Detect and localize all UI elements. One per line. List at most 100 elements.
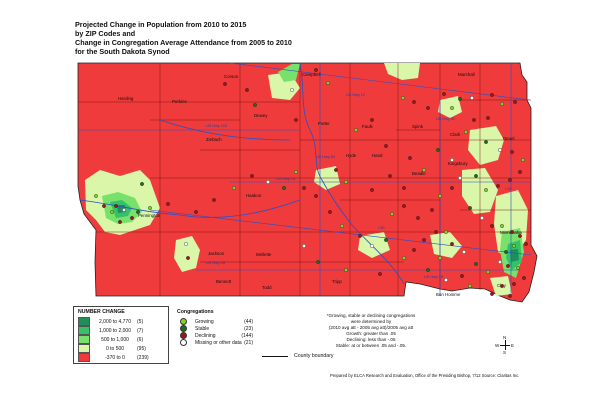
- congregation-marker: [510, 150, 514, 154]
- compass-n: N: [503, 335, 507, 340]
- congregation-marker: [512, 282, 516, 286]
- compass-w: W: [495, 343, 500, 348]
- pop-to: 0: [122, 354, 125, 361]
- highway-label: US Hwy 12: [346, 93, 365, 97]
- congregation-marker: [344, 180, 348, 184]
- congregation-marker: [194, 210, 198, 214]
- congregation-marker: [328, 210, 332, 214]
- county-boundaries: [78, 63, 531, 296]
- congregation-marker: [378, 272, 382, 276]
- methodology-notes: *Growing, stable or declining congregati…: [306, 313, 436, 349]
- congregation-marker: [186, 256, 190, 260]
- rivers: [79, 62, 405, 285]
- congregation-marker: [516, 266, 520, 270]
- pop-swatch-1: [78, 326, 90, 335]
- title-line-3: Change in Congregation Average Attendanc…: [75, 38, 292, 47]
- congregation-marker: [498, 148, 502, 152]
- congregation-marker: [384, 238, 388, 242]
- congregations-legend-heading: Congregations: [177, 309, 214, 315]
- congregation-marker: [282, 186, 286, 190]
- congregation-marker: [136, 210, 140, 214]
- pop-to-word: to: [112, 327, 118, 334]
- congregation-marker: [402, 256, 406, 260]
- cong-label: Growing: [195, 318, 214, 325]
- pop-count: (7): [137, 327, 144, 334]
- congregation-marker: [266, 180, 270, 184]
- cong-count: (144): [241, 332, 253, 339]
- congregation-marker: [223, 82, 227, 86]
- congregation-marker: [518, 170, 522, 174]
- pop-to: 4,770: [118, 318, 131, 325]
- place-label: Beadle: [412, 171, 426, 176]
- county-line-icon: [262, 355, 288, 357]
- cong-label: Missing or other data: [195, 339, 242, 346]
- congregation-marker: [524, 242, 528, 246]
- congregation-marker: [460, 274, 464, 278]
- congregation-marker: [464, 130, 468, 134]
- county-boundary-key: County boundary: [262, 353, 334, 359]
- congregation-marker: [438, 194, 442, 198]
- highway-label: US Hwy 83: [316, 155, 335, 159]
- congregation-marker: [140, 182, 144, 186]
- congregation-marker: [184, 242, 188, 246]
- congregation-marker: [402, 204, 406, 208]
- congregation-marker: [486, 116, 490, 120]
- cong-legend-row: Missing or other data (21): [180, 339, 253, 346]
- pop-from: -370: [105, 354, 116, 361]
- congregation-marker: [450, 106, 454, 110]
- congregation-marker: [232, 186, 236, 190]
- place-label: Tripp: [332, 279, 342, 284]
- declining-dot-icon: [180, 332, 187, 339]
- highways: [78, 62, 532, 296]
- pop-count: (95): [137, 345, 146, 352]
- congregation-marker: [513, 100, 517, 104]
- congregation-marker: [490, 93, 494, 97]
- congregation-marker: [370, 188, 374, 192]
- pop-from: 2,000: [99, 318, 112, 325]
- place-label: Corson: [224, 74, 239, 79]
- congregation-marker: [118, 220, 122, 224]
- pop-swatch-4: [78, 353, 90, 362]
- pop-legend-row: 0 to 500 (95): [78, 344, 146, 353]
- congregation-marker: [474, 262, 478, 266]
- congregation-marker: [490, 224, 494, 228]
- congregation-marker: [166, 202, 170, 206]
- place-label: Marshall: [458, 72, 475, 77]
- congregation-marker: [450, 158, 454, 162]
- pop-legend-row: 2,000 to 4,770 (5): [78, 317, 143, 326]
- pop-swatch-2: [78, 335, 90, 344]
- congregation-marker: [450, 242, 454, 246]
- pop-range-label: 2,000 to 4,770: [93, 319, 137, 325]
- congregation-marker: [416, 216, 420, 220]
- congregation-marker: [450, 186, 454, 190]
- place-label: Ziebach: [206, 137, 222, 142]
- compass-rose-icon: N S W E: [495, 335, 515, 355]
- pop-swatch-0: [78, 317, 90, 326]
- cong-label: Declining: [195, 332, 216, 339]
- pop-from: 1,000: [99, 327, 112, 334]
- pop-to-word: to: [112, 318, 118, 325]
- congregation-marker: [358, 234, 362, 238]
- congregation-marker: [294, 118, 298, 122]
- note-line: *Growing, stable or declining congregati…: [326, 313, 416, 318]
- cong-label: Stable: [195, 325, 210, 332]
- congregation-marker: [518, 234, 522, 238]
- map-title: Projected Change in Population from 2010…: [75, 20, 292, 56]
- congregation-marker: [370, 244, 374, 248]
- pop-range-label: -370 to 0: [93, 355, 137, 361]
- congregation-marker: [508, 178, 512, 182]
- congregation-marker: [212, 198, 216, 202]
- place-label: Perkins: [172, 99, 187, 104]
- congregation-marker: [370, 118, 374, 122]
- congregation-markers: [94, 68, 528, 298]
- congregation-marker: [314, 68, 318, 72]
- cong-legend-row: Declining (144): [180, 332, 253, 339]
- congregation-marker: [334, 168, 338, 172]
- note-line: (2010 avg att - 2005 avg att)/2005 avg a…: [328, 325, 414, 330]
- congregation-marker: [496, 184, 500, 188]
- congregation-marker: [468, 206, 472, 210]
- congregation-marker: [486, 270, 490, 274]
- congregation-marker: [422, 168, 426, 172]
- place-label: Bon Homme: [436, 292, 461, 297]
